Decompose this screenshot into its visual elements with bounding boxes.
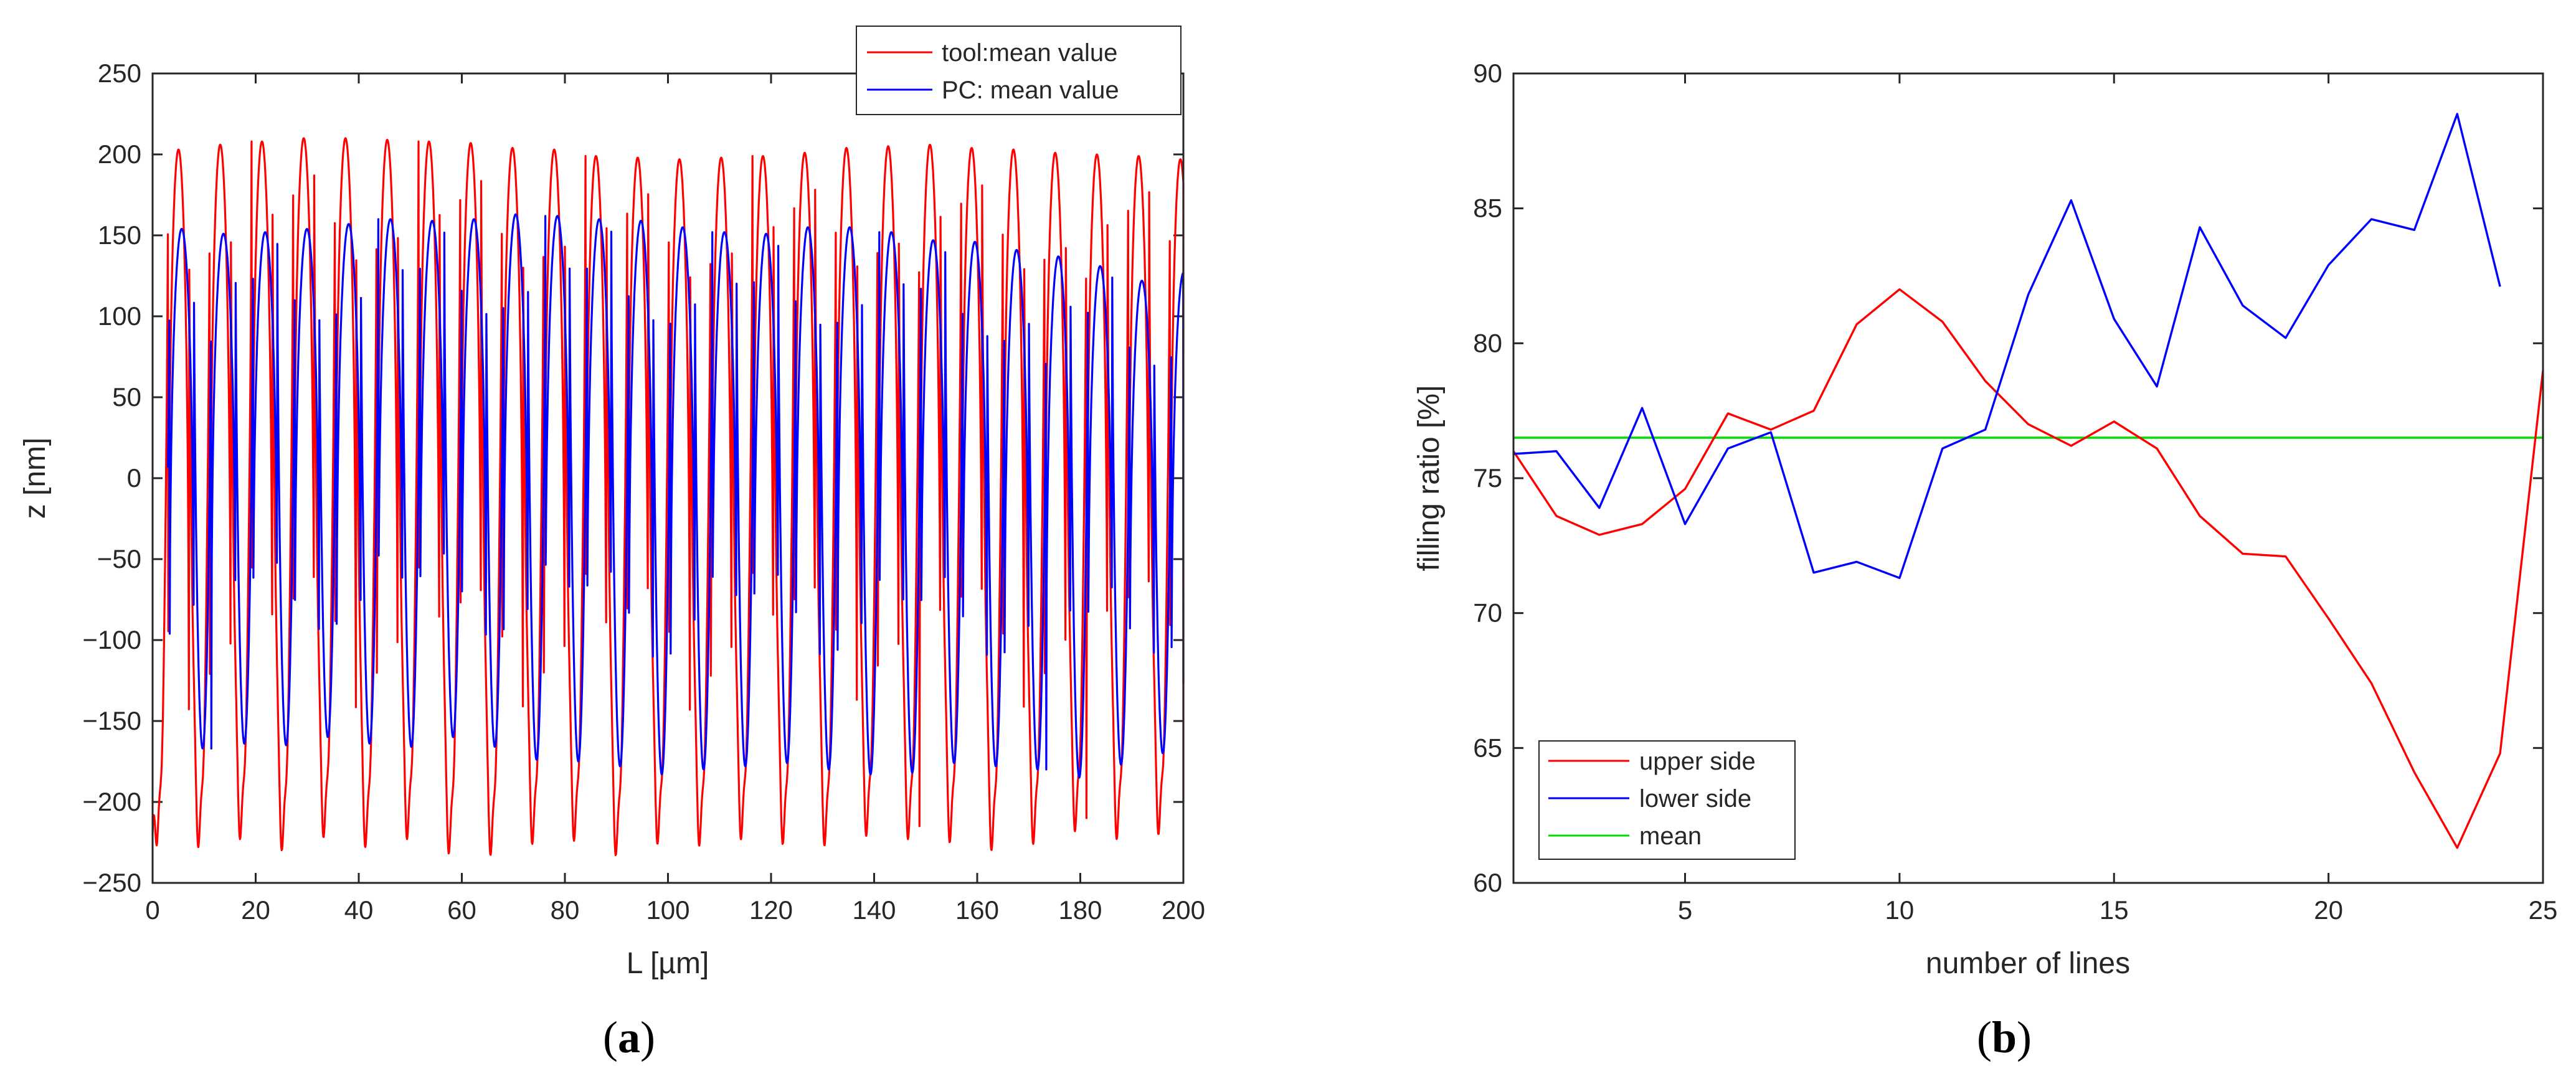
- y-tick-label: 90: [1473, 59, 1502, 88]
- legend-label-tool: tool:mean value: [942, 39, 1117, 67]
- x-tick-label: 140: [852, 895, 896, 925]
- caption-a-open: (: [603, 1012, 618, 1062]
- caption-a-letter: a: [618, 1012, 640, 1062]
- series-lines-b: [1512, 113, 2544, 849]
- legend-a: tool:mean value PC: mean value: [856, 26, 1181, 115]
- x-axis-label-a: L [µm]: [627, 947, 709, 980]
- x-tick-label: 40: [344, 895, 374, 925]
- y-tick-label: 65: [1473, 733, 1502, 762]
- x-tick-label: 5: [1678, 895, 1692, 925]
- y-ticks-a: −250 −200 −150 −100 −50 0 50 100 150 200 250: [82, 59, 1183, 897]
- series-line-lower-side: [1513, 113, 2501, 579]
- y-tick-label: 0: [127, 463, 141, 493]
- x-tick-label: 20: [2314, 895, 2343, 925]
- legend-label-mean: mean: [1639, 822, 1702, 850]
- legend-label-upper: upper side: [1639, 748, 1756, 775]
- chart-panel-b: 5 10 15 20 25 60 65 70 75 80 85 90 number of lines…: [1413, 59, 2557, 1062]
- y-tick-label: 60: [1473, 868, 1502, 897]
- x-tick-label: 200: [1162, 895, 1205, 925]
- y-tick-label: −50: [97, 544, 141, 573]
- legend-b: upper side lower side mean: [1538, 740, 1796, 860]
- axes-box-a: [151, 72, 1185, 884]
- y-tick-label: 150: [98, 220, 141, 250]
- y-tick-label: 80: [1473, 328, 1502, 357]
- x-tick-label: 25: [2529, 895, 2558, 925]
- y-tick-label: −150: [82, 706, 141, 735]
- x-axis-label-b: number of lines: [1926, 947, 2130, 980]
- legend-box-a: [856, 26, 1181, 115]
- x-tick-label: 160: [955, 895, 999, 925]
- x-tick-label: 20: [241, 895, 270, 925]
- series-line-tool-mean: [151, 137, 1185, 856]
- y-axis-label-b: filling ratio [%]: [1413, 385, 1446, 572]
- caption-a: (a): [603, 1012, 655, 1062]
- series-line-pc-mean: [167, 213, 1185, 779]
- y-tick-label: 100: [98, 301, 141, 331]
- series-lines-a: [151, 137, 1185, 856]
- x-ticks-a: 0 20 40 60 80 100 120 140 160 180 200: [145, 73, 1205, 925]
- y-tick-label: 50: [112, 382, 141, 412]
- caption-b-open: (: [1977, 1012, 1992, 1062]
- y-tick-label: 70: [1473, 598, 1502, 628]
- x-tick-label: 80: [551, 895, 580, 925]
- x-tick-label: 100: [646, 895, 689, 925]
- x-tick-label: 120: [749, 895, 793, 925]
- y-tick-label: 200: [98, 139, 141, 169]
- x-tick-label: 180: [1058, 895, 1102, 925]
- y-tick-label: −100: [82, 625, 141, 654]
- x-tick-label: 0: [145, 895, 159, 925]
- legend-label-pc: PC: mean value: [942, 77, 1119, 104]
- caption-b-close: ): [2017, 1012, 2032, 1062]
- y-tick-label: 75: [1473, 463, 1502, 493]
- y-tick-label: 250: [98, 59, 141, 88]
- caption-a-close: ): [640, 1012, 655, 1062]
- x-tick-label: 10: [1885, 895, 1915, 925]
- axes-box-b: [1512, 72, 2544, 884]
- legend-label-lower: lower side: [1639, 785, 1751, 813]
- y-tick-label: −250: [82, 868, 141, 897]
- x-tick-label: 60: [447, 895, 476, 925]
- caption-b: (b): [1977, 1012, 2032, 1062]
- x-tick-label: 15: [2100, 895, 2129, 925]
- y-tick-label: −200: [82, 787, 141, 816]
- caption-b-letter: b: [1992, 1012, 2017, 1062]
- y-tick-label: 85: [1473, 194, 1502, 223]
- chart-panel-a: 0 20 40 60 80 100 120 140 160 180 200 −250 −200 −150…: [19, 26, 1205, 1062]
- series-line-upper-side: [1512, 288, 2544, 849]
- y-axis-label-a: z [nm]: [19, 438, 52, 519]
